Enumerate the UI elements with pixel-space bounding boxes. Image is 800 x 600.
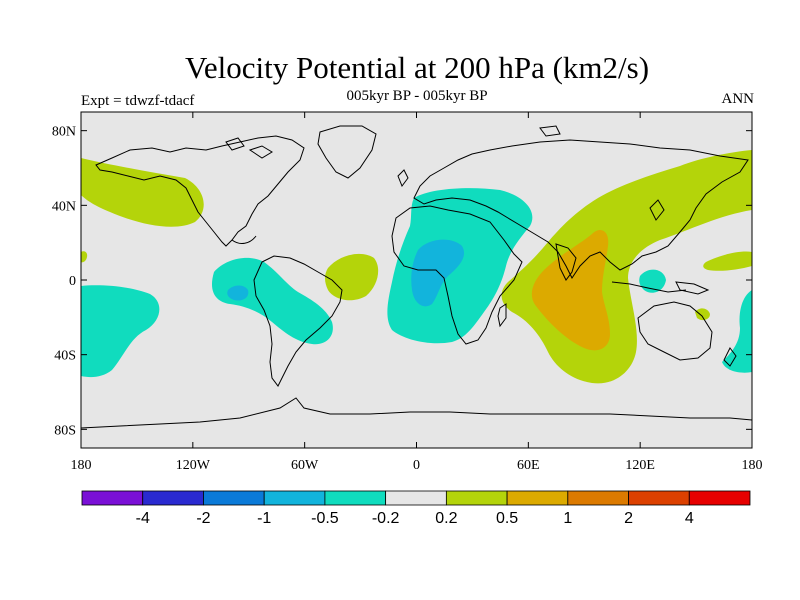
y-tick-label: 80S — [54, 423, 76, 438]
map-title: Velocity Potential at 200 hPa (km2/s) — [184, 50, 650, 85]
colorbar-swatch — [688, 490, 751, 506]
colorbar-label: 1 — [563, 510, 572, 527]
map-panel — [80, 111, 753, 449]
x-tick-label: 60E — [517, 458, 540, 473]
colorbar-swatch — [628, 490, 690, 506]
y-tick-label: 0 — [69, 274, 76, 289]
colorbar-label: -0.2 — [372, 510, 400, 527]
colorbar-label: -0.5 — [311, 510, 339, 527]
coastline-antarctica — [81, 397, 752, 429]
colorbar-swatch — [203, 490, 265, 506]
y-axis: 80N 40N 0 40S 80S — [52, 125, 752, 438]
contour-positive-dot-a — [695, 308, 710, 321]
colorbar-label: -4 — [136, 510, 150, 527]
contour-negative-samerica — [211, 257, 333, 345]
map-subtitle: 005kyr BP - 005kyr BP — [346, 88, 488, 104]
colorbar-swatch — [506, 490, 569, 506]
colorbar-label: -2 — [196, 510, 210, 527]
colorbar-label: 2 — [624, 510, 633, 527]
colorbar-swatch — [324, 490, 387, 506]
coastline-australia — [637, 301, 713, 361]
contour-negative-spacific — [81, 285, 160, 378]
coastline-north-america — [95, 135, 305, 247]
x-tick-label: 180 — [71, 458, 92, 473]
coastline-south-america — [253, 255, 343, 387]
contour-positive-pacific-nw — [81, 158, 204, 227]
contour-positive-atlantic — [325, 253, 379, 301]
experiment-label: Expt = tdwzf-tdacf — [81, 93, 195, 109]
coastline-newzealand — [723, 347, 737, 367]
coastline-japan — [649, 199, 665, 221]
coastline-madagascar — [497, 303, 507, 328]
x-tick-label: 60W — [291, 458, 319, 473]
colorbar-swatch — [385, 490, 447, 506]
contour-strong-negative-samerica — [227, 285, 249, 301]
coastline-britain — [397, 169, 409, 188]
y-tick-label: 40S — [54, 349, 76, 364]
colorbar-swatch — [263, 490, 326, 506]
contour-strong-positive-indian — [531, 230, 610, 351]
coastline-newguinea — [675, 281, 710, 295]
colorbar-label: 0.2 — [435, 510, 457, 527]
coastline-eurasia — [413, 139, 749, 279]
colorbar-swatch — [445, 490, 508, 506]
colorbar-label: -1 — [257, 510, 271, 527]
colorbar-swatch — [81, 490, 144, 506]
coastline-indonesia — [611, 281, 687, 293]
x-tick-label: 180 — [742, 458, 763, 473]
x-tick-label: 120E — [625, 458, 655, 473]
coastlines — [81, 125, 752, 429]
contour-positive-wpacific-strip — [703, 251, 752, 271]
x-tick-label: 0 — [413, 458, 420, 473]
coastline-india — [555, 243, 577, 281]
y-tick-label: 80N — [52, 125, 76, 140]
contour-positive-dot-b — [81, 251, 88, 263]
x-tick-label: 120W — [176, 458, 211, 473]
colorbar-swatch — [142, 490, 204, 506]
coastline-arctic-islands — [225, 125, 561, 159]
colorbar-swatch — [567, 490, 629, 506]
y-tick-label: 40N — [52, 199, 76, 214]
colorbar-label: 0.5 — [496, 510, 518, 527]
x-axis: 180 120W 60W 0 60E 120E 180 — [71, 112, 763, 473]
colorbar: -4 -2 -1 -0.5 -0.2 0.2 0.5 1 2 4 — [81, 490, 751, 527]
colorbar-label: 4 — [685, 510, 694, 527]
contour-strong-negative-africa — [411, 239, 465, 307]
contour-negative-maritime — [639, 269, 666, 293]
coastline-greenland — [317, 125, 377, 179]
season-label: ANN — [721, 91, 755, 107]
coastline-gulf — [231, 235, 257, 244]
coastline-africa — [391, 205, 523, 345]
contour-negative-se-edge — [722, 290, 752, 373]
